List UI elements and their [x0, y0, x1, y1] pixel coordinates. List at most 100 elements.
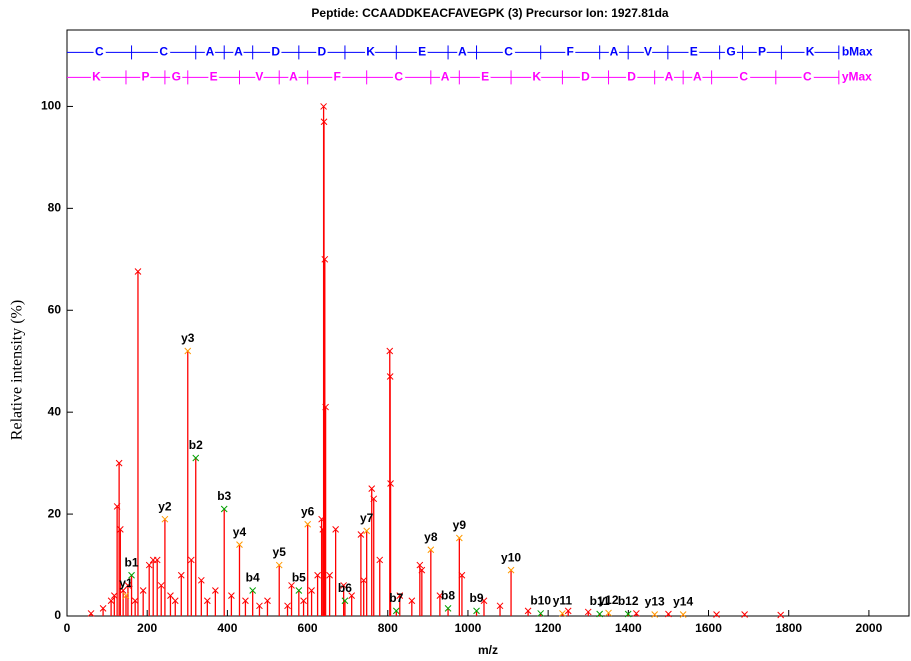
residue-label: G: [726, 45, 735, 59]
ion-label: y12: [599, 593, 619, 607]
ion-marker: [122, 592, 130, 599]
residue-label: A: [458, 45, 467, 59]
ion-label: y13: [645, 595, 665, 609]
ion-label: y7: [360, 511, 374, 525]
residue-label: D: [581, 70, 590, 84]
ion-label: b2: [189, 438, 203, 452]
ion-marker: [304, 520, 312, 528]
y-axis-label: Relative intensity (%): [9, 300, 26, 440]
peak-marker: [320, 118, 328, 126]
peak-marker: [134, 268, 142, 275]
residue-label: D: [627, 70, 636, 84]
y-tick-label: 80: [48, 201, 62, 215]
peak-marker: [370, 495, 378, 503]
peak-marker: [368, 485, 376, 492]
ion-marker: [220, 505, 228, 513]
peak-marker: [665, 610, 672, 618]
x-tick-label: 400: [217, 621, 237, 635]
residue-label: E: [418, 45, 426, 59]
residue-label: K: [532, 70, 541, 84]
peak-marker: [322, 403, 329, 411]
peak-marker: [110, 592, 118, 599]
residue-label: K: [92, 70, 101, 84]
ion-marker: [507, 566, 515, 574]
residue-label: P: [758, 45, 766, 59]
ion-marker: [184, 347, 192, 355]
ion-marker: [128, 571, 135, 579]
ion-label: b10: [530, 594, 551, 608]
peak-marker: [386, 373, 394, 380]
residue-label: A: [610, 45, 619, 59]
peak-marker: [99, 605, 107, 612]
ion-marker: [559, 610, 566, 617]
ion-marker: [605, 609, 612, 617]
peak-marker: [584, 608, 592, 616]
residue-label: C: [159, 45, 168, 59]
peak-marker: [256, 602, 263, 610]
peak-marker: [320, 103, 327, 110]
ion-marker: [341, 597, 349, 605]
ion-label: y11: [553, 594, 573, 608]
peak-marker: [107, 597, 115, 605]
ion-label: y14: [673, 595, 693, 609]
peak-marker: [115, 459, 123, 467]
residue-label: A: [665, 70, 674, 84]
residue-label: F: [334, 70, 341, 84]
peak-marker: [124, 582, 132, 589]
ion-label: b6: [338, 581, 352, 595]
x-tick-label: 2000: [856, 621, 883, 635]
peak-marker: [177, 571, 185, 579]
peak-marker: [632, 610, 640, 617]
ion-label: y4: [233, 525, 247, 539]
residue-label: C: [394, 70, 403, 84]
ion-marker: [444, 605, 452, 612]
ion-marker: [455, 534, 463, 542]
y-tick-label: 100: [41, 99, 61, 113]
peak-marker: [496, 602, 504, 610]
residue-label: E: [481, 70, 489, 84]
peak-marker: [564, 607, 572, 615]
residue-label: A: [234, 45, 243, 59]
peak-marker: [741, 611, 748, 618]
peak-marker: [360, 576, 368, 584]
peak-marker: [288, 582, 295, 589]
peak-marker: [321, 255, 329, 263]
ladder-end-label: bMax: [842, 45, 873, 59]
ion-marker: [236, 541, 243, 549]
x-tick-label: 1600: [695, 621, 722, 635]
peak-marker: [264, 597, 271, 605]
x-axis-label: m/z: [478, 643, 498, 657]
peak-marker: [308, 587, 315, 594]
residue-label: A: [206, 45, 215, 59]
y-tick-label: 0: [54, 608, 61, 622]
residue-label: K: [806, 45, 815, 59]
y-tick-label: 60: [48, 302, 62, 316]
ion-marker: [473, 607, 480, 615]
peak-marker: [480, 597, 488, 605]
ion-label: b11: [590, 594, 610, 608]
peak-marker: [386, 347, 394, 355]
peak-marker: [387, 480, 394, 487]
x-tick-label: 1400: [615, 621, 642, 635]
ion-marker: [651, 611, 659, 618]
peak-marker: [284, 602, 291, 610]
peak-marker: [139, 587, 147, 594]
x-tick-label: 800: [378, 621, 398, 635]
peak-marker: [300, 597, 307, 605]
residue-label: E: [690, 45, 698, 59]
peak-marker: [348, 592, 356, 599]
x-tick-label: 1800: [775, 621, 802, 635]
peak-marker: [326, 571, 333, 579]
residue-label: A: [693, 70, 702, 84]
ion-label: y10: [501, 550, 521, 564]
x-tick-label: 600: [298, 621, 318, 635]
peak-marker: [131, 597, 139, 605]
ion-label: y9: [453, 518, 467, 532]
chart-title: Peptide: CCAADDKEACFAVEGPK (3) Precursor…: [311, 6, 669, 20]
ion-label: b7: [389, 591, 403, 605]
residue-label: A: [289, 70, 298, 84]
ion-marker: [624, 610, 632, 618]
residue-label: A: [441, 70, 450, 84]
residue-label: C: [739, 70, 748, 84]
